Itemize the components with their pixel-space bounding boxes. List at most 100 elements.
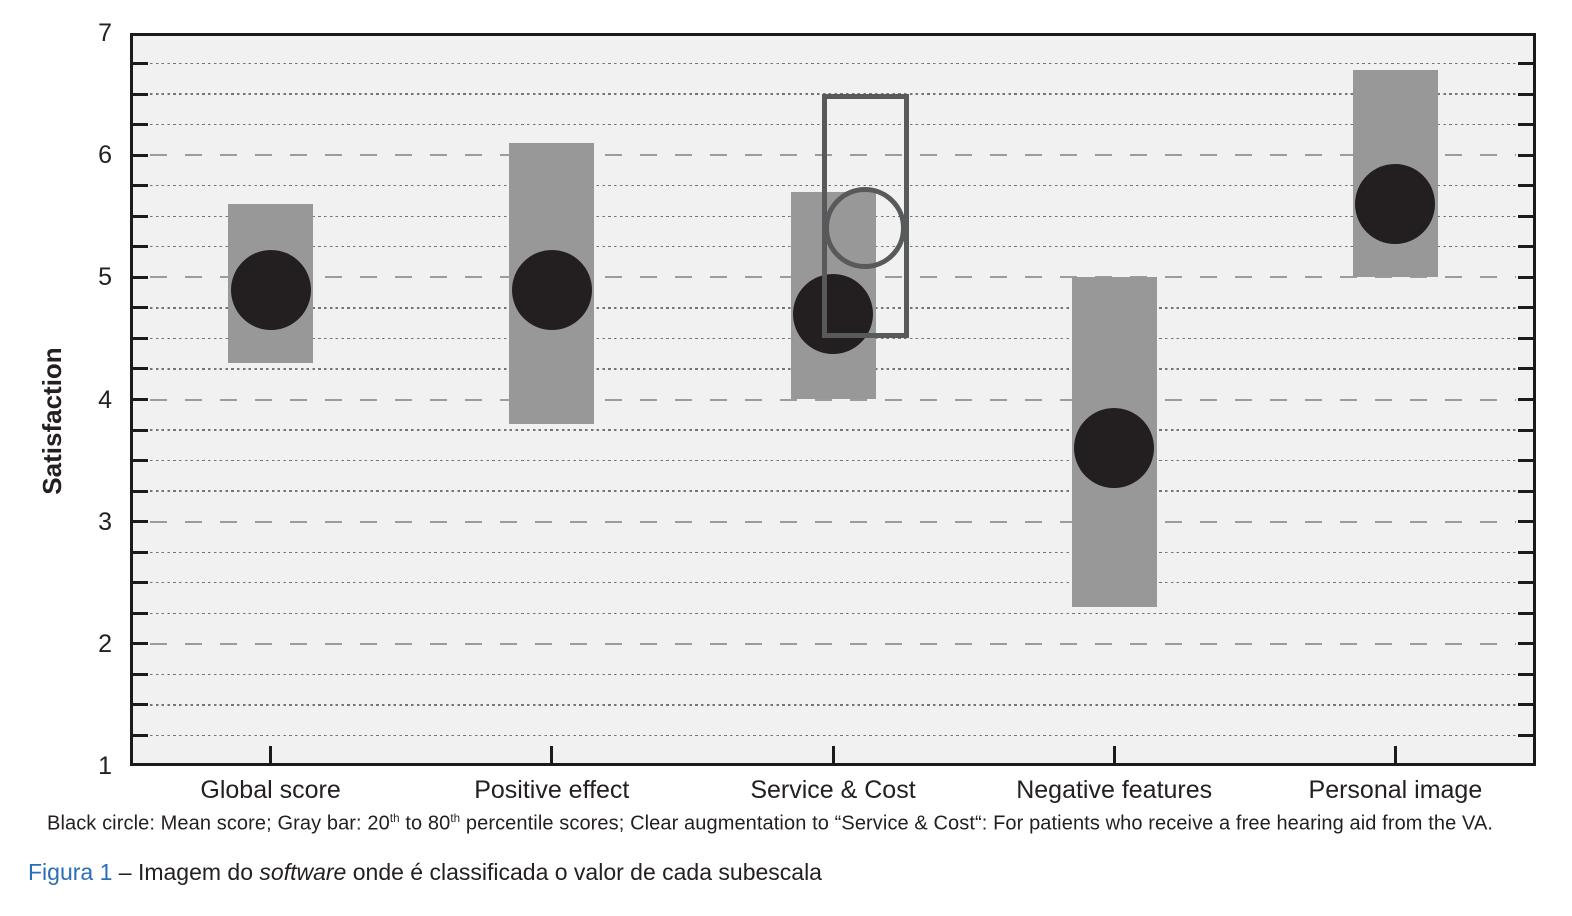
y-axis-tick-left-6.25 bbox=[130, 123, 148, 127]
augmentation-range-rect bbox=[821, 94, 909, 339]
footnote-text-2: to 80 bbox=[399, 812, 451, 835]
x-axis-label-service-cost: Service & Cost bbox=[750, 776, 916, 804]
footnote-text-3: percentile scores; Clear augmentation to… bbox=[460, 812, 1494, 835]
x-axis-label-negative-features: Negative features bbox=[1016, 776, 1213, 804]
gridline-minor-6.75 bbox=[150, 62, 1516, 65]
mean-circle-positive-effect bbox=[511, 249, 592, 330]
gridline-major-2 bbox=[150, 642, 1516, 645]
x-axis-tick-service-cost bbox=[831, 746, 835, 766]
y-axis-tick-right-2.25 bbox=[1518, 611, 1536, 615]
footnote-text-1: Black circle: Mean score; Gray bar: 20 bbox=[47, 812, 390, 835]
y-axis-tick-right-2.75 bbox=[1518, 550, 1536, 554]
y-axis-label-1: 1 bbox=[98, 752, 112, 780]
augmentation-mean-circle bbox=[824, 187, 906, 270]
mean-circle-personal-image bbox=[1355, 164, 1436, 245]
y-axis-tick-left-4.75 bbox=[130, 306, 148, 310]
y-axis-tick-left-2.5 bbox=[130, 581, 148, 585]
y-axis-tick-right-1.5 bbox=[1518, 703, 1536, 707]
x-axis-label-positive-effect: Positive effect bbox=[474, 776, 630, 804]
y-axis-tick-right-2.5 bbox=[1518, 581, 1536, 585]
y-axis-tick-left-3.5 bbox=[130, 459, 148, 463]
y-axis-tick-left-2 bbox=[130, 642, 148, 646]
x-axis-label-personal-image: Personal image bbox=[1308, 776, 1483, 804]
y-axis-tick-right-5.5 bbox=[1518, 214, 1536, 218]
y-axis-label-5: 5 bbox=[98, 263, 112, 292]
y-axis-tick-left-6.75 bbox=[130, 62, 148, 66]
gridline-major-3 bbox=[150, 520, 1516, 523]
y-axis-tick-left-2.25 bbox=[130, 611, 148, 615]
mean-circle-negative-features bbox=[1074, 408, 1155, 489]
y-axis-tick-left-6 bbox=[130, 153, 148, 157]
mean-circle-global-score bbox=[230, 249, 311, 330]
y-axis-tick-right-6.5 bbox=[1518, 92, 1536, 96]
plot-area bbox=[130, 33, 1536, 766]
gridline-major-6 bbox=[150, 154, 1516, 157]
y-axis-tick-right-4.25 bbox=[1518, 367, 1536, 371]
mean-circle-service-cost bbox=[793, 273, 873, 354]
y-axis-tick-right-3.5 bbox=[1518, 459, 1536, 463]
y-axis-tick-left-5.75 bbox=[130, 184, 148, 188]
footnote-sup-1: th bbox=[389, 812, 400, 825]
gridline-minor-6.5 bbox=[150, 93, 1516, 95]
y-axis-tick-right-1.25 bbox=[1518, 733, 1536, 737]
x-axis-tick-global-score bbox=[269, 746, 273, 766]
x-axis-tick-positive-effect bbox=[550, 746, 554, 766]
y-axis-label-2: 2 bbox=[98, 629, 112, 658]
y-axis-label-7: 7 bbox=[98, 19, 112, 47]
gridline-minor-3.5 bbox=[150, 459, 1516, 462]
y-axis-tick-right-4.75 bbox=[1518, 306, 1536, 310]
legend-footnote: Black circle: Mean score; Gray bar: 20th… bbox=[47, 812, 1493, 836]
y-axis-tick-right-5.75 bbox=[1518, 184, 1536, 188]
y-axis-tick-left-1.25 bbox=[130, 733, 148, 737]
y-axis-tick-left-4 bbox=[130, 398, 148, 401]
y-axis-tick-left-3.75 bbox=[130, 428, 148, 432]
gridline-minor-2.5 bbox=[150, 582, 1516, 584]
y-axis-tick-left-3.25 bbox=[130, 489, 148, 493]
y-axis-tick-right-4 bbox=[1518, 398, 1536, 401]
y-axis-tick-right-2 bbox=[1518, 642, 1536, 646]
x-axis-label-global-score: Global score bbox=[200, 776, 341, 804]
figure-caption-label: Figura 1 bbox=[28, 859, 113, 885]
y-axis-tick-right-6 bbox=[1518, 153, 1536, 157]
x-axis-tick-personal-image bbox=[1393, 746, 1397, 766]
y-axis-tick-right-3.25 bbox=[1518, 489, 1536, 493]
y-axis-tick-left-5.5 bbox=[130, 214, 148, 218]
gridline-minor-1.5 bbox=[150, 704, 1516, 706]
y-axis-label-4: 4 bbox=[98, 385, 112, 414]
y-axis-tick-left-5.25 bbox=[130, 245, 148, 249]
y-axis-tick-left-1.75 bbox=[130, 672, 148, 676]
gridline-minor-3.75 bbox=[150, 429, 1516, 431]
footnote-sup-2: th bbox=[450, 812, 461, 825]
y-axis-tick-right-5.25 bbox=[1518, 245, 1536, 249]
gridline-minor-2.75 bbox=[150, 551, 1516, 553]
y-axis-tick-left-6.5 bbox=[130, 92, 148, 96]
y-axis-tick-left-1.5 bbox=[130, 703, 148, 707]
gridline-major-4 bbox=[150, 398, 1516, 401]
figure-caption: Figura 1 – Imagem do software onde é cla… bbox=[28, 859, 822, 886]
figure-caption-post: onde é classificada o valor de cada sube… bbox=[346, 859, 822, 885]
gridline-minor-6.25 bbox=[150, 123, 1516, 126]
y-axis-tick-right-5 bbox=[1518, 275, 1536, 279]
y-axis-tick-right-3.75 bbox=[1518, 428, 1536, 432]
gridline-minor-2.25 bbox=[150, 612, 1516, 614]
figure-caption-italic: software bbox=[259, 859, 347, 885]
gridline-minor-3.25 bbox=[150, 490, 1516, 492]
gridline-minor-1.75 bbox=[150, 673, 1516, 676]
y-axis-label-3: 3 bbox=[98, 507, 112, 536]
x-axis-tick-negative-features bbox=[1112, 746, 1116, 766]
gridline-minor-1.25 bbox=[150, 734, 1516, 737]
y-axis-tick-right-1.75 bbox=[1518, 672, 1536, 676]
y-axis-tick-left-5 bbox=[130, 275, 148, 279]
y-axis-tick-left-4.5 bbox=[130, 336, 148, 340]
y-axis-tick-right-6.75 bbox=[1518, 62, 1536, 66]
y-axis-tick-left-2.75 bbox=[130, 550, 148, 554]
y-axis-tick-left-4.25 bbox=[130, 367, 148, 371]
y-axis-tick-right-3 bbox=[1518, 520, 1536, 524]
y-axis-tick-left-3 bbox=[130, 520, 148, 524]
y-axis-label-6: 6 bbox=[98, 141, 112, 170]
y-axis-tick-right-4.5 bbox=[1518, 336, 1536, 340]
gridline-minor-5.75 bbox=[150, 185, 1516, 187]
y-axis-tick-right-6.25 bbox=[1518, 123, 1536, 127]
figure-caption-pre: – Imagem do bbox=[112, 859, 260, 885]
